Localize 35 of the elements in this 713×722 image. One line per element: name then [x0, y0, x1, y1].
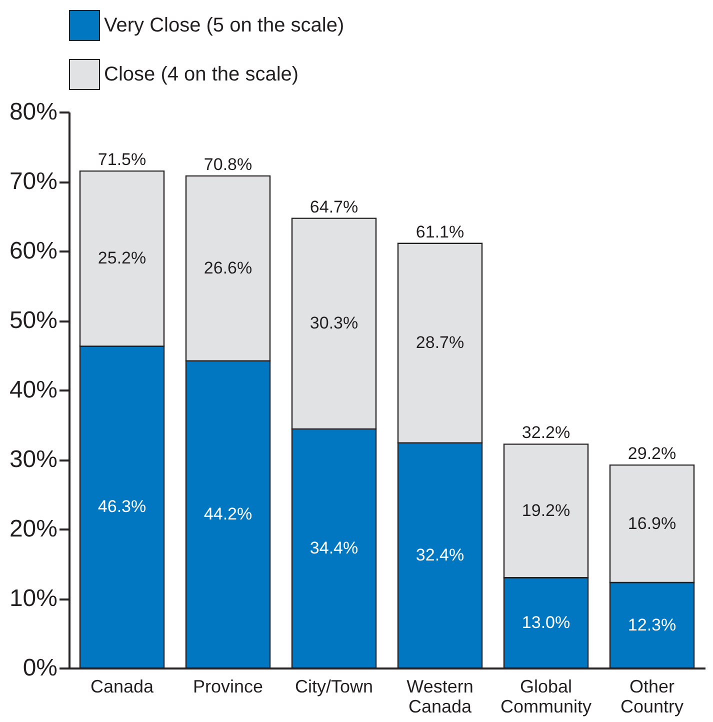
x-tick-label: City/Town: [294, 676, 374, 696]
y-tick-label: 80%: [9, 98, 58, 126]
legend-label: Very Close (5 on the scale): [104, 14, 344, 36]
total-label: 71.5%: [98, 150, 146, 170]
y-tick-label: 50%: [9, 307, 58, 334]
total-label: 61.1%: [416, 222, 464, 242]
x-tick-label: Other Country: [620, 676, 684, 716]
data-label: 28.7%: [416, 333, 464, 352]
x-tick-label: Western Canada: [406, 676, 474, 716]
data-label: 26.6%: [204, 258, 252, 278]
total-label: 64.7%: [310, 197, 358, 216]
x-tick-label: Global Community: [500, 676, 592, 716]
total-label: 32.2%: [522, 423, 570, 442]
y-tick-label: 20%: [9, 516, 58, 542]
data-label: 32.4%: [416, 545, 464, 564]
data-label: 16.9%: [628, 514, 676, 533]
y-tick-label: 10%: [9, 585, 58, 612]
data-label: 30.3%: [310, 314, 358, 333]
data-label: 12.3%: [628, 615, 676, 634]
y-tick-label: 40%: [9, 376, 58, 404]
data-label: 13.0%: [522, 612, 570, 632]
x-tick-label: Canada: [90, 676, 155, 696]
y-tick-label: 70%: [9, 168, 58, 195]
data-label: 19.2%: [522, 500, 570, 520]
y-tick-label: 0%: [22, 654, 58, 682]
total-label: 70.8%: [204, 154, 252, 174]
total-label: 29.2%: [628, 444, 676, 464]
data-label: 44.2%: [204, 504, 252, 524]
y-tick-label: 60%: [9, 238, 58, 264]
y-tick-label: 30%: [9, 446, 58, 473]
data-label: 25.2%: [98, 248, 146, 268]
x-tick-label: Province: [192, 676, 264, 696]
legend-label: Close (4 on the scale): [104, 64, 299, 86]
data-label: 46.3%: [98, 497, 146, 516]
data-label: 34.4%: [310, 538, 358, 558]
